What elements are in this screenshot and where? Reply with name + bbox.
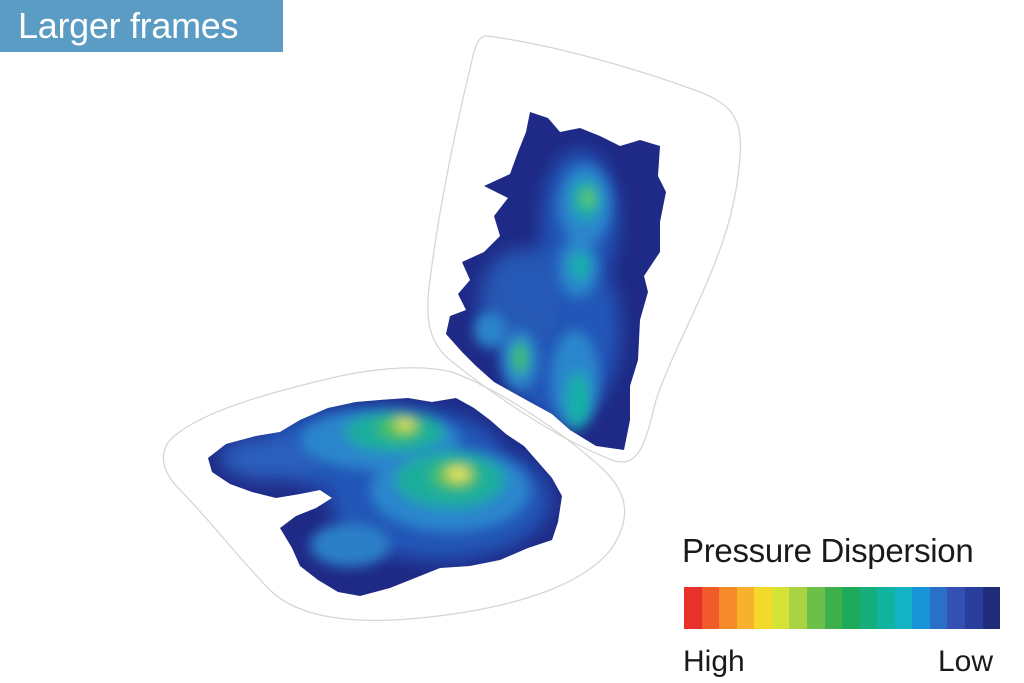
scale-swatch-9 [842,587,860,629]
scale-swatch-15 [947,587,965,629]
scale-swatch-7 [806,587,825,629]
scale-swatch-14 [929,587,948,629]
scale-swatch-12 [894,587,913,629]
scale-swatch-4 [754,587,772,629]
pressure-color-scale [684,587,1001,629]
scale-swatch-13 [912,587,930,629]
scale-swatch-16 [965,587,983,629]
scale-swatch-3 [736,587,755,629]
seat-pressure-map [208,398,562,596]
title-badge: Larger frames [0,0,283,52]
title-text: Larger frames [18,5,239,46]
legend-title: Pressure Dispersion [682,532,974,569]
scale-swatch-17 [982,587,1001,629]
scale-swatch-11 [877,587,895,629]
scale-swatch-0 [684,587,702,629]
scale-swatch-6 [789,587,807,629]
scale-swatch-8 [824,587,843,629]
scale-swatch-5 [771,587,790,629]
backrest-pressure-map [446,112,666,450]
seat-outline [162,366,626,622]
legend-low-label: Low [938,645,994,678]
scale-swatch-1 [701,587,720,629]
legend-high-label: High [683,645,745,678]
scale-swatch-2 [719,587,737,629]
scale-swatch-10 [859,587,878,629]
backrest-outline [427,35,742,463]
